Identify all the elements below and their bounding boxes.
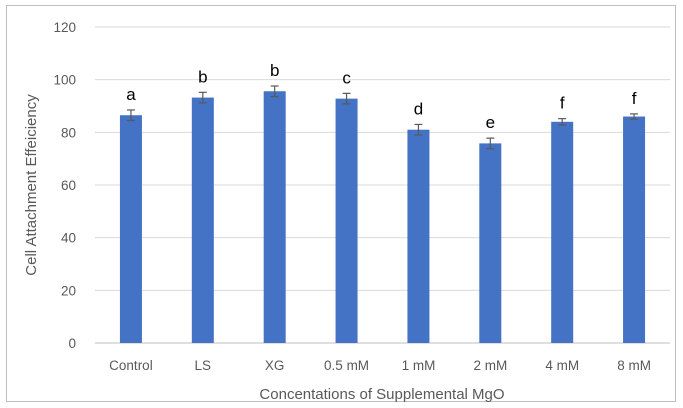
significance-label: f [632, 89, 637, 108]
x-axis-title: Concentations of Supplemental MgO [259, 386, 504, 403]
y-tick-label: 60 [61, 178, 76, 193]
significance-label: c [342, 68, 351, 87]
x-tick-label: 0.5 mM [324, 358, 369, 373]
x-tick-label: 2 mM [473, 358, 507, 373]
significance-label: b [270, 61, 279, 80]
significance-label: a [126, 85, 136, 104]
x-tick-label: 4 mM [545, 358, 579, 373]
y-tick-label: 120 [53, 20, 76, 35]
y-tick-label: 20 [61, 283, 76, 298]
bar [551, 121, 574, 343]
significance-label: e [486, 113, 495, 132]
bar [191, 97, 214, 343]
y-axis-title: Cell Attachment Effeiciency [23, 94, 40, 276]
x-tick-label: 8 mM [617, 358, 651, 373]
bar [407, 129, 430, 343]
significance-label: d [414, 99, 423, 118]
y-tick-label: 100 [53, 73, 76, 88]
x-tick-label: LS [195, 358, 212, 373]
bar [119, 115, 142, 343]
bar [335, 98, 358, 343]
y-tick-label: 80 [61, 125, 76, 140]
bar [623, 116, 646, 344]
x-tick-label: Control [109, 358, 153, 373]
x-tick-label: 1 mM [402, 358, 436, 373]
y-tick-label: 0 [68, 336, 76, 351]
bar [479, 143, 502, 343]
x-tick-label: XG [265, 358, 285, 373]
significance-label: b [198, 67, 207, 86]
y-tick-label: 40 [61, 231, 76, 246]
bar [263, 91, 286, 344]
significance-label: f [560, 94, 565, 113]
